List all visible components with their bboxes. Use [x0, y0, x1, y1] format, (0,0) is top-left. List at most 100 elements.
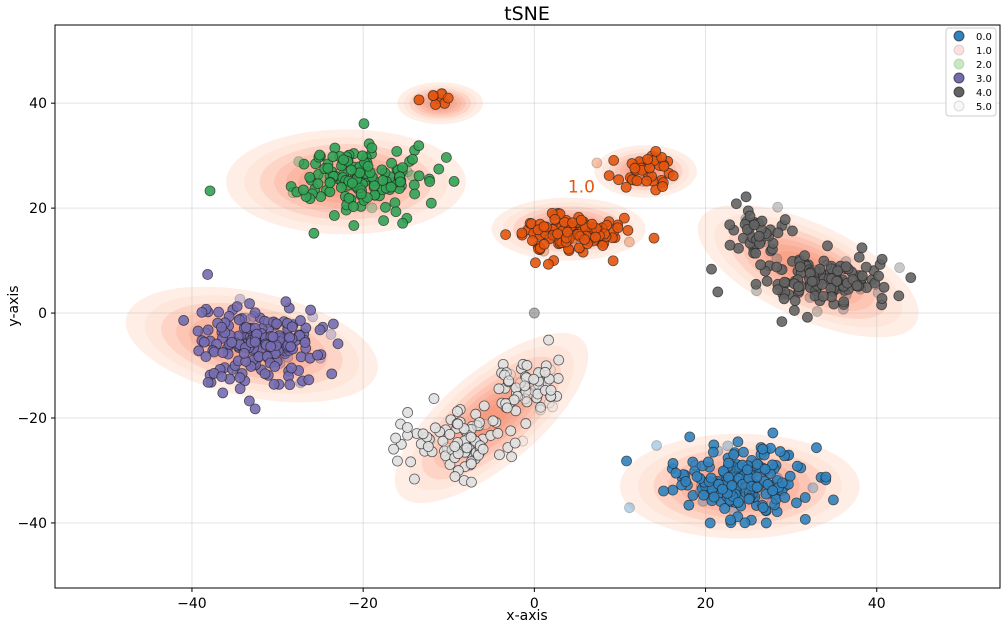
data-point	[204, 185, 216, 197]
data-point	[822, 240, 833, 252]
legend-label: 0.0	[976, 32, 992, 43]
data-point	[799, 250, 811, 262]
data-point	[233, 314, 245, 325]
data-point	[324, 177, 336, 189]
data-point	[433, 163, 445, 175]
data-point	[776, 477, 788, 489]
data-point	[308, 227, 320, 239]
data-point	[332, 338, 344, 350]
data-point	[385, 181, 397, 193]
data-point	[641, 175, 652, 187]
data-point	[732, 497, 744, 508]
data-point	[265, 341, 277, 352]
data-point	[629, 162, 641, 174]
data-point	[690, 459, 701, 471]
data-point	[244, 298, 255, 310]
data-point	[535, 401, 546, 413]
data-point	[784, 470, 796, 482]
data-point	[427, 90, 439, 101]
data-point	[528, 373, 540, 385]
data-point	[553, 354, 565, 366]
data-point	[326, 368, 338, 380]
y-tick-label: −20	[17, 411, 47, 427]
data-point	[369, 180, 380, 192]
data-point	[405, 456, 417, 468]
data-point	[799, 492, 811, 503]
data-point	[312, 349, 323, 361]
data-point	[759, 463, 771, 475]
data-point	[417, 428, 429, 440]
axis-ticks: −40 −20 0 20 40 −40 −20 0 20 40	[17, 96, 885, 612]
x-tick-label: 40	[868, 596, 886, 612]
data-point	[390, 206, 402, 218]
data-point	[807, 482, 819, 494]
data-point	[505, 425, 517, 437]
data-point	[314, 324, 326, 336]
data-point	[348, 220, 360, 231]
outlier-point	[528, 307, 540, 319]
data-point	[791, 460, 803, 472]
data-point	[591, 157, 603, 169]
data-point	[377, 175, 389, 186]
data-point	[667, 484, 679, 496]
data-point	[413, 170, 425, 182]
data-point	[516, 227, 528, 239]
scatter-points	[178, 88, 917, 529]
data-point	[811, 442, 822, 454]
data-point	[492, 427, 504, 439]
data-point	[856, 270, 868, 282]
data-point	[284, 379, 296, 391]
legend-marker	[953, 86, 965, 98]
data-point	[328, 210, 340, 221]
data-point	[247, 311, 259, 322]
data-point	[249, 336, 261, 348]
data-point	[503, 375, 515, 387]
data-point	[741, 464, 753, 476]
data-point	[590, 231, 601, 243]
data-point	[444, 428, 456, 440]
data-point	[402, 407, 414, 418]
data-point	[624, 502, 635, 514]
data-point	[722, 440, 734, 452]
legend-marker	[953, 44, 965, 56]
data-point	[465, 431, 477, 443]
data-point	[527, 235, 538, 247]
data-point	[198, 336, 210, 348]
data-point	[750, 247, 762, 259]
data-point	[269, 361, 281, 372]
data-point	[391, 145, 403, 157]
data-point	[312, 178, 324, 190]
legend-label: 3.0	[976, 74, 992, 85]
data-point	[650, 145, 662, 157]
y-tick-label: −40	[17, 516, 47, 532]
data-point	[425, 197, 437, 209]
y-tick-label: 0	[38, 306, 47, 322]
data-point	[366, 142, 378, 154]
data-point	[413, 94, 425, 106]
data-point	[613, 174, 625, 186]
data-point	[233, 330, 245, 341]
x-tick-label: 20	[697, 596, 715, 612]
data-point	[860, 261, 872, 273]
data-point	[698, 489, 709, 501]
data-point	[766, 497, 778, 509]
data-point	[297, 184, 309, 196]
data-point	[739, 517, 751, 529]
data-point	[851, 280, 863, 292]
data-point	[430, 422, 441, 434]
data-point	[549, 214, 561, 225]
series-0.0	[621, 427, 839, 529]
data-point	[401, 422, 413, 433]
data-point	[751, 471, 763, 483]
data-point	[442, 92, 454, 104]
data-point	[724, 219, 736, 231]
data-point	[494, 449, 505, 461]
data-point	[779, 214, 791, 225]
data-point	[437, 435, 449, 447]
data-point	[521, 396, 533, 408]
data-point	[478, 400, 490, 412]
data-point	[409, 473, 420, 485]
legend-marker	[953, 72, 965, 84]
data-point	[840, 261, 852, 273]
data-point	[802, 311, 813, 323]
